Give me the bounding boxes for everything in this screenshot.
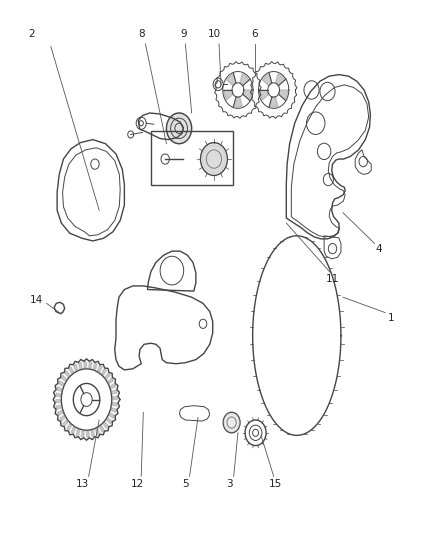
Polygon shape [78, 362, 82, 369]
Text: 8: 8 [138, 29, 145, 39]
Text: 5: 5 [182, 479, 189, 489]
Polygon shape [112, 402, 117, 406]
Polygon shape [112, 396, 117, 400]
Polygon shape [262, 74, 272, 86]
Polygon shape [61, 375, 67, 382]
Text: 6: 6 [251, 29, 258, 39]
Polygon shape [269, 97, 278, 107]
Polygon shape [108, 378, 113, 384]
Polygon shape [65, 371, 70, 377]
Text: 14: 14 [29, 295, 43, 305]
Polygon shape [91, 430, 95, 437]
Polygon shape [74, 364, 78, 371]
Text: 15: 15 [269, 479, 283, 489]
Polygon shape [260, 90, 269, 100]
Polygon shape [99, 425, 104, 432]
Polygon shape [93, 363, 97, 370]
Text: 13: 13 [76, 479, 89, 489]
Polygon shape [226, 74, 236, 86]
Text: 1: 1 [388, 313, 395, 322]
Polygon shape [224, 90, 233, 100]
Polygon shape [56, 393, 61, 397]
Text: 3: 3 [226, 479, 233, 489]
Polygon shape [243, 90, 252, 100]
Polygon shape [71, 427, 76, 434]
Polygon shape [279, 90, 288, 100]
Polygon shape [166, 113, 192, 144]
Polygon shape [106, 417, 112, 424]
Polygon shape [103, 422, 108, 429]
Polygon shape [59, 381, 64, 386]
Polygon shape [57, 386, 62, 391]
Polygon shape [105, 373, 110, 379]
Polygon shape [81, 431, 84, 437]
Polygon shape [111, 408, 117, 413]
Polygon shape [233, 97, 242, 107]
Polygon shape [95, 428, 99, 435]
Polygon shape [84, 362, 87, 368]
Polygon shape [110, 384, 116, 389]
Polygon shape [112, 390, 117, 394]
Polygon shape [87, 431, 89, 437]
Text: 9: 9 [180, 29, 187, 39]
Polygon shape [89, 362, 92, 368]
Polygon shape [202, 145, 226, 173]
Polygon shape [60, 415, 65, 421]
Polygon shape [67, 424, 72, 430]
Polygon shape [240, 74, 249, 86]
Text: 4: 4 [375, 244, 382, 254]
Polygon shape [56, 400, 61, 403]
Text: 10: 10 [208, 29, 221, 39]
Polygon shape [57, 410, 63, 415]
Polygon shape [56, 405, 62, 409]
Text: 12: 12 [131, 479, 144, 489]
Polygon shape [76, 429, 80, 436]
Polygon shape [109, 413, 115, 418]
Polygon shape [98, 366, 102, 372]
Polygon shape [224, 414, 239, 432]
Polygon shape [101, 369, 106, 375]
Polygon shape [63, 420, 68, 426]
Text: 11: 11 [326, 274, 339, 284]
Polygon shape [69, 367, 74, 374]
Text: 2: 2 [28, 29, 35, 39]
Polygon shape [276, 74, 285, 86]
